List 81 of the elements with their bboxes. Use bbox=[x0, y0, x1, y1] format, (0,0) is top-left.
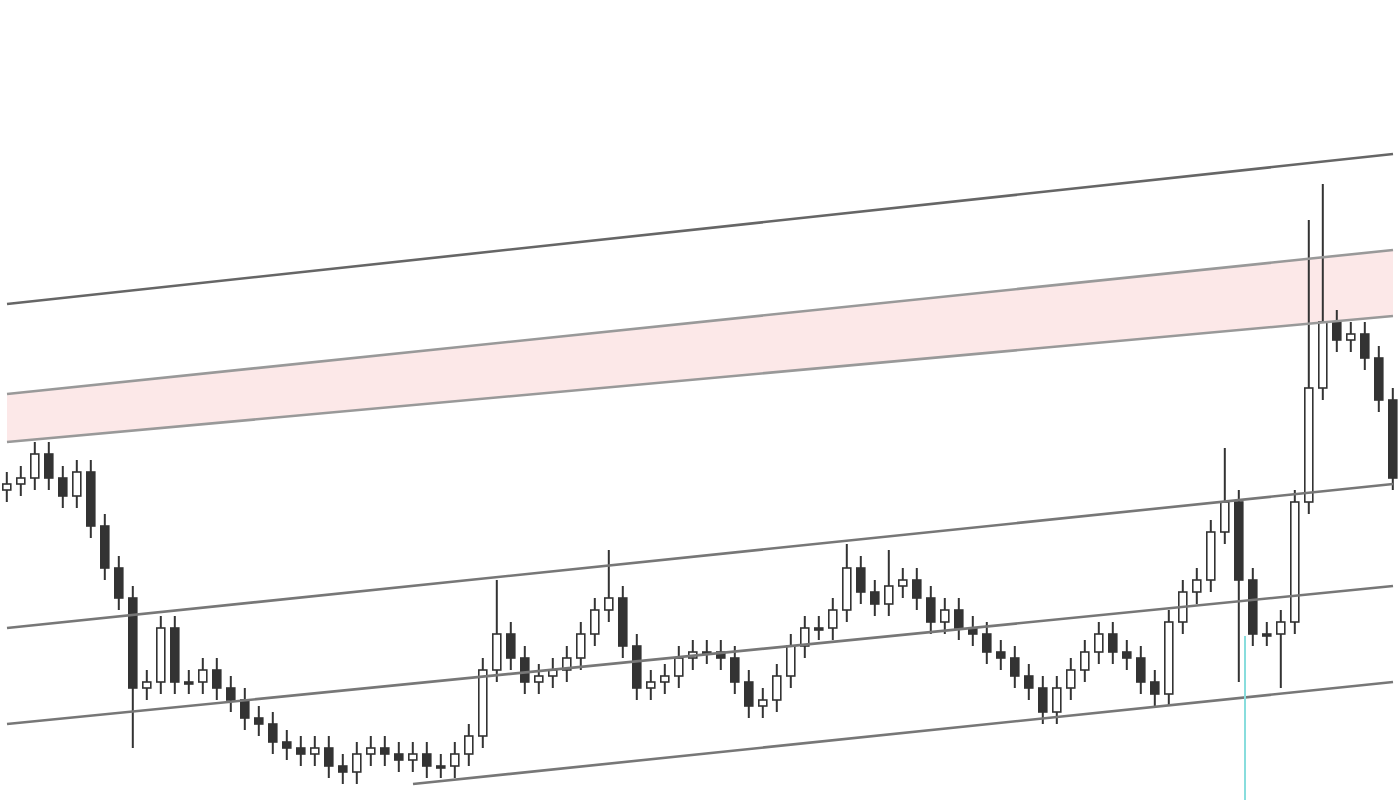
candlestick bbox=[394, 741, 404, 773]
candlestick bbox=[1010, 645, 1020, 689]
candlestick bbox=[366, 735, 376, 767]
candlestick bbox=[450, 741, 460, 779]
candlestick bbox=[380, 735, 390, 767]
candlestick bbox=[884, 549, 894, 617]
candlestick bbox=[184, 669, 194, 695]
candlestick bbox=[632, 633, 642, 701]
candlestick bbox=[1206, 519, 1216, 593]
candlestick bbox=[772, 663, 782, 713]
candlestick bbox=[646, 669, 656, 701]
candlestick bbox=[674, 645, 684, 689]
candlestick bbox=[982, 621, 992, 665]
candlestick bbox=[296, 735, 306, 767]
candlestick bbox=[786, 633, 796, 689]
candlestick bbox=[842, 543, 852, 623]
candlestick bbox=[408, 741, 418, 773]
candlestick bbox=[506, 621, 516, 671]
candlestick bbox=[72, 459, 82, 509]
candlestick bbox=[268, 711, 278, 755]
candlestick bbox=[996, 639, 1006, 671]
candlestick bbox=[660, 663, 670, 695]
candlestick bbox=[618, 585, 628, 659]
candlestick bbox=[1094, 621, 1104, 665]
candlestick bbox=[1346, 321, 1356, 353]
candlestick bbox=[30, 441, 40, 491]
candlestick bbox=[1122, 639, 1132, 671]
candlestick bbox=[254, 705, 264, 737]
candlestick bbox=[212, 657, 222, 701]
candlestick bbox=[870, 579, 880, 617]
candlestick bbox=[744, 669, 754, 719]
candlestick bbox=[198, 657, 208, 695]
candlestick bbox=[730, 645, 740, 695]
candlestick bbox=[1038, 675, 1048, 725]
candlestick bbox=[814, 615, 824, 641]
candlestick bbox=[1360, 321, 1370, 371]
candlestick bbox=[422, 741, 432, 779]
candlestick bbox=[604, 549, 614, 623]
candlestick bbox=[954, 597, 964, 641]
candlestick bbox=[1178, 579, 1188, 635]
candlestick bbox=[856, 555, 866, 605]
candlestick bbox=[1374, 345, 1384, 413]
candlestick bbox=[1066, 657, 1076, 701]
candlestick bbox=[898, 567, 908, 599]
candlestick bbox=[590, 597, 600, 647]
candlestick bbox=[520, 645, 530, 695]
candlestick bbox=[240, 687, 250, 731]
candlestick bbox=[58, 465, 68, 509]
candlestick bbox=[940, 597, 950, 635]
candlestick bbox=[436, 753, 446, 779]
candlestick bbox=[142, 669, 152, 701]
candlestick bbox=[576, 621, 586, 671]
candlestick bbox=[800, 615, 810, 659]
candlestick bbox=[464, 723, 474, 767]
candlestick bbox=[828, 597, 838, 641]
candlestick bbox=[1080, 639, 1090, 683]
candlestick bbox=[758, 687, 768, 719]
candlestick bbox=[1136, 645, 1146, 695]
candlestick bbox=[1332, 309, 1342, 353]
candlestick bbox=[926, 585, 936, 635]
candlestick bbox=[352, 741, 362, 785]
candlestick bbox=[912, 567, 922, 611]
candlestick bbox=[1192, 567, 1202, 605]
candlestick bbox=[44, 441, 54, 491]
candlestick bbox=[310, 735, 320, 767]
candlestick bbox=[1276, 609, 1286, 689]
candlestick bbox=[226, 675, 236, 713]
candlestick bbox=[100, 513, 110, 581]
candlestick bbox=[1052, 675, 1062, 725]
candlestick bbox=[1024, 663, 1034, 701]
candlestick bbox=[282, 729, 292, 761]
candlestick bbox=[16, 465, 26, 497]
candlestick bbox=[534, 663, 544, 695]
candlestick bbox=[1150, 669, 1160, 707]
candlestick bbox=[1262, 621, 1272, 647]
candlestick bbox=[1220, 447, 1230, 545]
candlestick bbox=[324, 735, 334, 779]
candlestick bbox=[114, 555, 124, 611]
candlestick bbox=[1108, 621, 1118, 665]
candlestick bbox=[338, 753, 348, 785]
candlestick bbox=[492, 579, 502, 683]
